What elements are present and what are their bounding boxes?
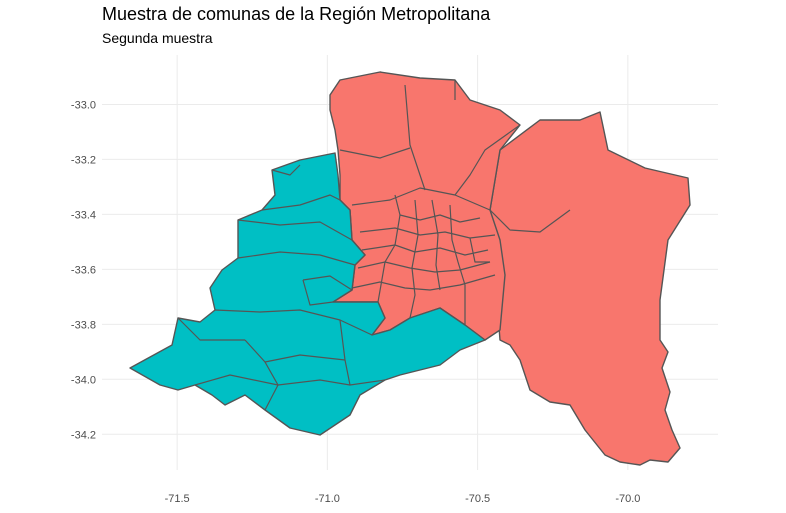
border-line [361, 244, 489, 256]
comuna-borders [177, 80, 571, 411]
border-line [359, 227, 496, 239]
border-line [394, 194, 481, 223]
border-line [237, 251, 356, 266]
border-line [302, 279, 334, 306]
border-line [454, 124, 521, 196]
y-tick-label: -34.0 [71, 374, 96, 386]
y-tick-label: -34.2 [71, 429, 96, 441]
border-line [351, 187, 491, 211]
border-line [271, 164, 301, 176]
y-tick-label: -33.8 [71, 319, 96, 331]
y-axis-ticks: -33.0 -33.2 -33.4 -33.6 -33.8 -34.0 -34.2 [71, 99, 96, 441]
chart-subtitle: Segunda muestra [102, 30, 213, 46]
border-line [177, 317, 245, 341]
x-tick-label: -71.5 [165, 493, 190, 505]
border-line [339, 319, 386, 386]
x-tick-label: -71.0 [315, 493, 340, 505]
border-line [261, 194, 341, 211]
comuna-polygon-east [489, 111, 691, 466]
border-line [339, 147, 411, 159]
x-tick-label: -70.5 [465, 493, 490, 505]
border-line [302, 275, 353, 291]
border-line [469, 237, 490, 263]
border-line [194, 374, 351, 386]
border-line [237, 219, 353, 241]
border-line [431, 199, 441, 291]
border-line [409, 199, 419, 319]
border-line [449, 204, 466, 325]
y-tick-label: -33.6 [71, 264, 96, 276]
border-line [404, 84, 426, 191]
border-line [351, 274, 496, 291]
region-group-a [329, 71, 691, 466]
y-tick-label: -33.0 [71, 99, 96, 111]
x-tick-label: -70.0 [615, 493, 640, 505]
border-line [244, 339, 346, 363]
x-axis-ticks: -71.5 -71.0 -70.5 -70.0 [165, 493, 641, 505]
y-tick-label: -33.2 [71, 154, 96, 166]
y-tick-label: -33.4 [71, 209, 96, 221]
chart-title: Muestra de comunas de la Región Metropol… [102, 4, 491, 24]
border-line [357, 261, 491, 273]
border-line [377, 214, 401, 303]
border-line [489, 209, 571, 233]
border-line [214, 309, 373, 336]
